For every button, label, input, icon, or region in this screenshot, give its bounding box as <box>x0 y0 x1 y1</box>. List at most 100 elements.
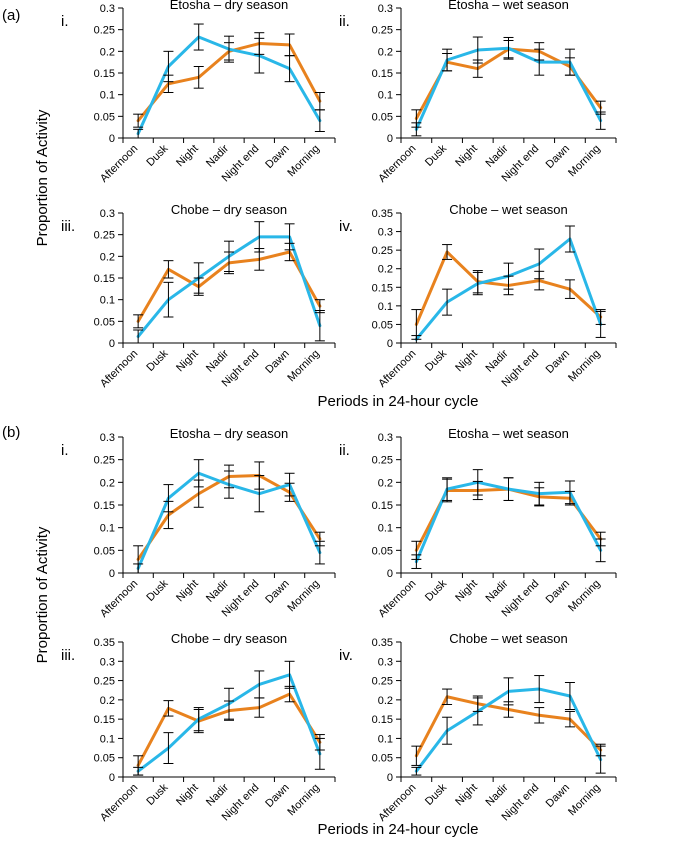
error-bar-blue <box>442 477 453 501</box>
subplot-roman-label: i. <box>61 13 69 30</box>
y-tick-label: 0.3 <box>378 656 393 668</box>
y-tick-label: 0 <box>387 133 393 145</box>
y-tick-label: 0.3 <box>100 208 115 220</box>
error-bar-orange <box>163 700 174 717</box>
error-bar-blue <box>534 48 545 76</box>
error-bar-blue <box>314 540 325 565</box>
error-bar-blue <box>503 36 514 60</box>
x-tick-label: Nadir <box>484 781 511 808</box>
y-tick-label: 0.05 <box>372 545 393 557</box>
error-bar-blue <box>314 109 325 132</box>
y-axis-label-a: Proportion of Activity <box>34 109 51 246</box>
x-tick-label: Dawn <box>544 578 572 606</box>
series-line-blue <box>414 46 603 131</box>
error-bar-blue <box>133 563 144 574</box>
x-tick-label: Morning <box>285 578 322 615</box>
y-tick-label: 0.25 <box>94 676 115 688</box>
x-axis-label-a: Periods in 24-hour cycle <box>318 393 479 410</box>
x-tick-label: Dusk <box>423 781 450 808</box>
y-tick-label: 0.1 <box>378 733 393 745</box>
error-bar-orange <box>133 314 144 329</box>
subplot-title: Etosha – wet season <box>448 0 569 12</box>
y-tick-label: 0 <box>387 568 393 580</box>
y-tick-label: 0.1 <box>100 733 115 745</box>
x-tick-label: Afternoon <box>376 578 418 620</box>
error-bar-blue <box>163 281 174 318</box>
y-tick-label: 0.1 <box>100 90 115 102</box>
x-tick-label: Dusk <box>144 142 171 169</box>
x-tick-label: Afternoon <box>98 143 140 185</box>
error-bar-blue <box>254 37 265 74</box>
error-bar-blue <box>284 472 295 497</box>
error-bar-blue <box>163 732 174 764</box>
subplot-roman-label: i. <box>61 442 69 459</box>
subplot-roman-label: iv. <box>339 647 353 664</box>
y-axis-label-b: Proportion of Activity <box>34 526 51 663</box>
error-bar-blue <box>534 248 545 280</box>
subplot-title: Chobe – dry season <box>171 202 287 217</box>
x-tick-label: Night <box>453 348 480 375</box>
subplot-title: Etosha – dry season <box>170 0 289 12</box>
error-bar-blue <box>314 737 325 770</box>
x-tick-label: Dusk <box>144 577 171 604</box>
y-tick-label: 0 <box>387 772 393 784</box>
x-tick-label: Morning <box>285 143 322 180</box>
subplot-roman-label: ii. <box>339 442 350 459</box>
error-bar-blue <box>254 221 265 253</box>
y-tick-label: 0.25 <box>372 455 393 467</box>
y-tick-label: 0.3 <box>378 3 393 15</box>
y-tick-label: 0.1 <box>378 301 393 313</box>
subplot-b-4: Chobe – wet season iv. 0 0.05 0.1 0.15 0.2 0.25… <box>339 631 617 824</box>
error-bar-orange <box>163 260 174 279</box>
x-tick-label: Dawn <box>544 348 572 376</box>
y-tick-label: 0.25 <box>372 245 393 257</box>
y-tick-label: 0.05 <box>94 753 115 765</box>
error-bar-blue <box>284 660 295 689</box>
error-bar-blue <box>534 675 545 704</box>
x-tick-label: Dusk <box>144 781 171 808</box>
error-bar-blue <box>411 122 422 137</box>
y-tick-label: 0.1 <box>378 523 393 535</box>
x-tick-label: Night <box>453 782 480 809</box>
y-tick-label: 0.2 <box>100 46 115 58</box>
y-tick-label: 0.25 <box>94 455 115 467</box>
x-tick-label: Dusk <box>423 577 450 604</box>
subplot-a-2: Etosha – wet season ii. 0 0.05 0.1 0.15 0.2 0.2… <box>339 0 617 185</box>
x-tick-label: Dawn <box>263 782 291 810</box>
y-tick-label: 0.15 <box>372 68 393 80</box>
subplot-b-2: Etosha – wet season ii. 0 0.05 0.1 0.15 0.2 0.2… <box>339 426 617 620</box>
subplots: Etosha – dry season i. 0 0.05 0.1 0.15 0.2 0.25… <box>61 0 617 824</box>
y-tick-label: 0.2 <box>100 695 115 707</box>
subplot-roman-label: ii. <box>339 13 350 30</box>
x-tick-label: Afternoon <box>98 578 140 620</box>
x-tick-label: Dawn <box>263 578 291 606</box>
error-bar-blue <box>534 481 545 506</box>
error-bar-orange <box>534 707 545 724</box>
error-bar-orange <box>133 113 144 128</box>
error-bar-blue <box>254 670 265 699</box>
subplot-roman-label: iii. <box>61 218 75 235</box>
y-tick-label: 0.1 <box>100 523 115 535</box>
x-tick-label: Nadir <box>204 577 231 604</box>
error-bar-blue <box>472 697 483 726</box>
x-tick-label: Night <box>453 143 480 170</box>
error-bar-blue <box>133 329 144 344</box>
y-tick-label: 0.05 <box>372 319 393 331</box>
subplot-title: Etosha – wet season <box>448 426 569 441</box>
y-tick-label: 0.15 <box>372 282 393 294</box>
y-tick-label: 0.25 <box>94 25 115 37</box>
y-tick-label: 0.25 <box>94 230 115 242</box>
subplot-a-4: Chobe – wet season iv. 0 0.05 0.1 0.15 0.2 0.25… <box>339 202 617 390</box>
y-tick-label: 0.3 <box>100 3 115 15</box>
error-bar-blue <box>503 262 514 290</box>
error-bar-orange <box>564 279 575 299</box>
subplot-title: Etosha – dry season <box>170 426 289 441</box>
y-tick-label: 0 <box>109 568 115 580</box>
error-bar-blue <box>284 223 295 251</box>
error-bar-blue <box>411 766 422 776</box>
y-tick-label: 0 <box>109 772 115 784</box>
y-tick-label: 0.25 <box>372 25 393 37</box>
x-tick-label: Dawn <box>263 143 291 171</box>
y-tick-label: 0.15 <box>372 714 393 726</box>
